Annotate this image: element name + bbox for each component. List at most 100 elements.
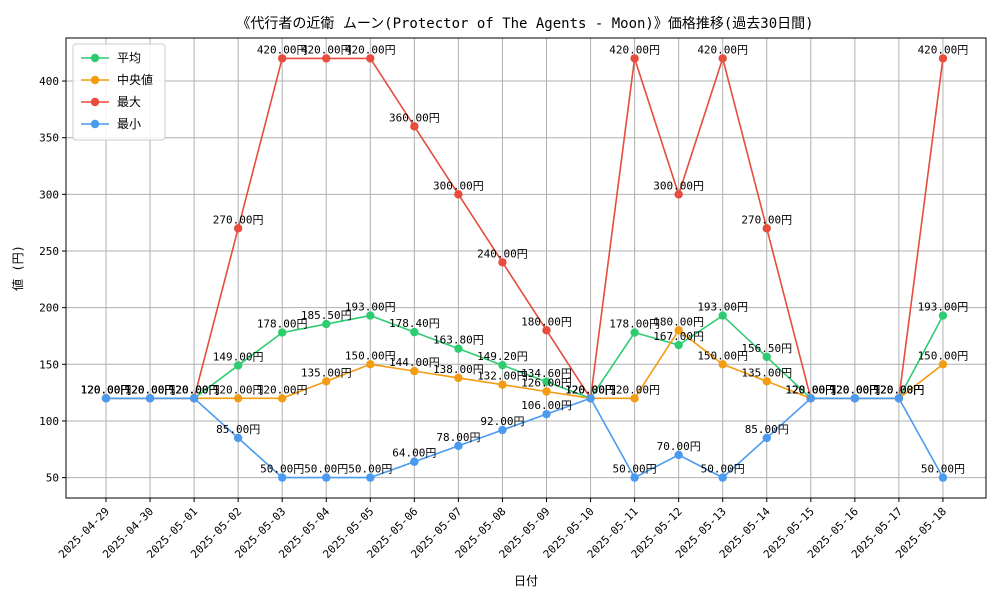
data-point <box>498 425 507 435</box>
data-point <box>366 360 375 369</box>
y-tick-label: 100 <box>39 415 59 428</box>
data-label: 50.00円 <box>613 463 657 476</box>
data-label: 420.00円 <box>345 43 396 56</box>
data-label: 120.00円 <box>169 383 220 396</box>
data-point <box>850 394 860 403</box>
data-label: 120.00円 <box>169 383 220 396</box>
data-point <box>278 328 287 337</box>
data-label: 360.00円 <box>389 111 440 124</box>
data-point <box>674 340 683 350</box>
data-point <box>630 394 639 403</box>
data-label: 120.00円 <box>81 383 132 396</box>
legend-label: 平均 <box>117 51 141 65</box>
legend-label: 中央値 <box>117 72 153 87</box>
data-label: 120.00円 <box>785 383 836 396</box>
data-label: 120.00円 <box>785 383 836 396</box>
data-label: 120.00円 <box>874 383 925 396</box>
data-label: 126.00円 <box>521 376 572 389</box>
data-label: 120.00円 <box>874 383 925 396</box>
data-label: 92.00円 <box>480 415 524 428</box>
y-tick-label: 250 <box>39 245 59 258</box>
data-label: 270.00円 <box>213 213 264 226</box>
data-label: 64.00円 <box>392 447 436 460</box>
data-point <box>278 54 287 63</box>
data-point <box>630 328 639 337</box>
data-point <box>145 394 155 403</box>
data-point <box>894 394 904 403</box>
data-label: 120.00円 <box>785 383 836 396</box>
data-label: 134.60円 <box>521 367 572 380</box>
data-label: 120.00円 <box>829 383 880 396</box>
series-layer <box>101 54 948 482</box>
data-label: 120.00円 <box>81 383 132 396</box>
data-label: 193.00円 <box>697 301 748 314</box>
data-label: 144.00円 <box>389 356 440 369</box>
data-point <box>454 344 463 353</box>
y-tick-label: 300 <box>39 188 59 201</box>
data-label: 120.00円 <box>81 383 132 396</box>
data-label: 156.50円 <box>741 342 792 355</box>
data-point <box>101 394 111 403</box>
data-point <box>586 394 595 403</box>
data-label: 150.00円 <box>918 349 969 362</box>
data-label: 120.00円 <box>125 383 176 396</box>
legend-box <box>72 43 166 141</box>
grid-lines <box>66 38 986 498</box>
data-point <box>410 122 419 131</box>
series-line <box>106 397 944 479</box>
data-point <box>454 190 463 199</box>
data-point <box>674 326 683 335</box>
data-point <box>410 327 419 337</box>
data-point <box>718 360 727 369</box>
data-point <box>938 311 948 320</box>
data-label: 138.00円 <box>433 363 484 376</box>
data-label: 167.00円 <box>653 330 704 343</box>
data-point <box>762 224 771 233</box>
series-line <box>106 314 944 400</box>
data-label: 420.00円 <box>609 43 660 56</box>
data-label: 50.00円 <box>921 463 965 476</box>
data-point <box>498 258 507 267</box>
data-label: 120.00円 <box>565 383 616 396</box>
data-point <box>762 433 771 443</box>
data-point <box>278 473 287 482</box>
data-point <box>718 54 727 63</box>
data-label: 50.00円 <box>701 463 745 476</box>
data-label: 270.00円 <box>741 213 792 226</box>
legend-marker <box>90 97 100 107</box>
data-label: 120.00円 <box>169 383 220 396</box>
data-label: 180.00円 <box>653 315 704 328</box>
data-label: 50.00円 <box>260 463 304 476</box>
data-label: 85.00円 <box>216 423 260 436</box>
data-label: 120.00円 <box>829 383 880 396</box>
data-point <box>630 54 639 63</box>
data-label: 120.00円 <box>169 383 220 396</box>
plot-frame <box>65 37 987 499</box>
series-line <box>106 55 944 401</box>
y-tick-label: 350 <box>39 132 59 145</box>
data-label: 149.20円 <box>477 350 528 363</box>
data-point <box>806 394 815 403</box>
data-label: 120.00円 <box>609 383 660 396</box>
y-axis-ticks: 50 100 150 200 250 300 350 400 <box>39 75 66 485</box>
data-label: 178.00円 <box>609 318 660 331</box>
data-point <box>762 377 771 386</box>
y-tick-label: 400 <box>39 75 59 88</box>
data-point <box>233 433 243 443</box>
data-label: 50.00円 <box>348 463 392 476</box>
legend-item: 中央値 <box>81 72 153 87</box>
data-label: 120.00円 <box>785 383 836 396</box>
data-point <box>674 450 683 460</box>
data-label: 120.00円 <box>81 383 132 396</box>
data-label: 149.00円 <box>213 350 264 363</box>
y-tick-label: 50 <box>46 472 59 485</box>
data-point <box>322 54 331 63</box>
y-axis-label: 値 (円) <box>10 245 25 291</box>
legend-label: 最小 <box>117 117 141 131</box>
y-tick-label: 200 <box>39 302 59 315</box>
data-point <box>938 54 948 63</box>
data-labels: 120.00円120.00円120.00円149.00円178.00円185.5… <box>81 43 969 475</box>
data-point <box>278 394 287 403</box>
legend-marker <box>90 53 100 63</box>
